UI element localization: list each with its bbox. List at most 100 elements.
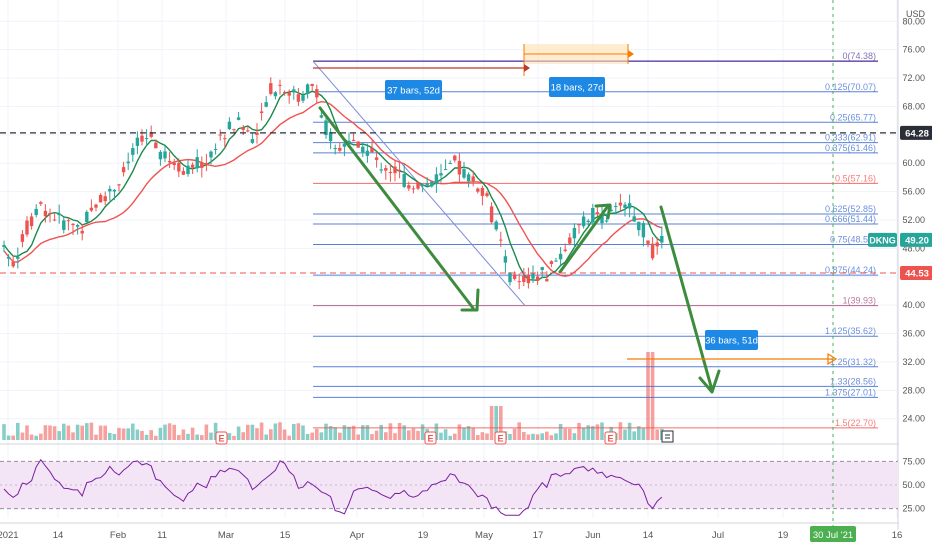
candle [600, 205, 604, 230]
volume-bar [190, 427, 195, 440]
candle-body [158, 151, 163, 160]
candle-body [558, 253, 563, 260]
symbol-badge[interactable]: DKNG [868, 232, 897, 247]
candle [282, 90, 287, 96]
candles [2, 77, 664, 290]
down-arrow-2-head[interactable] [698, 369, 721, 394]
down-arrow-1[interactable] [318, 106, 475, 310]
candle [388, 163, 393, 182]
candle [43, 204, 48, 223]
candle-body [11, 261, 15, 267]
candle [255, 123, 259, 144]
up-arrow[interactable] [558, 204, 610, 274]
fib-label: 0.666(51.44) [825, 214, 876, 224]
earnings-marker[interactable]: E [424, 431, 437, 445]
candle-body [163, 151, 167, 159]
time-tick-label: 2021 [0, 530, 19, 541]
candle [328, 128, 333, 150]
volume-bar [347, 426, 351, 440]
volume-bar [370, 434, 374, 440]
candle [259, 103, 264, 121]
candle-body [250, 139, 255, 143]
candle-body [595, 212, 600, 215]
rsi-tick-label: 50.00 [902, 480, 925, 490]
price-axis-bg [899, 0, 932, 530]
candle-body [430, 181, 434, 187]
rsi-pane [0, 458, 898, 516]
earnings-marker[interactable]: E [494, 431, 507, 445]
candle-body [462, 169, 466, 178]
volume-bar [232, 435, 236, 440]
volume-bar [476, 435, 480, 440]
volume-bar [379, 424, 383, 440]
measure-label[interactable]: 37 bars, 52d [385, 80, 442, 100]
candle [407, 181, 411, 191]
candle-body [48, 212, 52, 215]
candle-body [637, 221, 641, 231]
price-tag-last[interactable]: 49.20 [900, 232, 932, 247]
up-arrow-head[interactable] [594, 203, 612, 220]
fib-label: 0(74.38) [842, 51, 876, 61]
candle-body [531, 273, 535, 279]
candle [365, 143, 370, 163]
candle-body [356, 141, 360, 148]
candle-body [411, 188, 416, 190]
candle [499, 231, 503, 248]
candle-body [347, 140, 351, 144]
candle [641, 220, 646, 247]
candle-body [117, 184, 121, 186]
volume-bar [236, 426, 241, 440]
candle-body [499, 239, 503, 241]
price-tick-label: 52.00 [902, 215, 925, 225]
volume-bar [144, 434, 149, 440]
volume-bar [554, 433, 558, 440]
flag-marker[interactable] [661, 430, 674, 443]
volume-bar [29, 434, 34, 440]
measure-label[interactable]: 18 bars, 27d [549, 77, 605, 97]
candle [420, 183, 425, 193]
candle [379, 162, 383, 174]
candle-body [98, 194, 103, 203]
candle [466, 172, 471, 188]
down-arrow-2[interactable] [659, 205, 714, 392]
moving-averages [3, 90, 663, 282]
volume-bar [135, 429, 140, 440]
candle [167, 152, 172, 169]
price-tag-low[interactable]: 44.53 [900, 266, 932, 281]
ma-fast-line [3, 90, 663, 282]
candle [411, 185, 416, 194]
candle [48, 208, 52, 223]
volume-bar [57, 431, 61, 440]
volume-bar [457, 424, 462, 440]
volume-bar [186, 433, 190, 440]
time-axis[interactable]: 2021 14 Feb 11 Mar 15 Apr 19 May 17 Jun 14 Jul 19 30 J… [0, 526, 902, 542]
candle [535, 271, 540, 286]
candle [595, 207, 600, 217]
candle [324, 117, 328, 139]
candle-body [471, 176, 475, 182]
drawings[interactable]: 37 bars, 52d 18 bars, 27d 36 bars, 51d E E E E [0, 0, 898, 530]
candle [480, 185, 485, 206]
earnings-marker[interactable]: E [215, 431, 228, 445]
candle-body [167, 160, 172, 163]
volume-bar [131, 423, 135, 440]
fib-label: 1.25(31.32) [830, 357, 876, 367]
candle-body [108, 188, 112, 192]
candle [305, 83, 310, 99]
candle [62, 217, 66, 234]
price-axis[interactable]: USD 24.00 28.00 32.00 36.00 40.00 48.00 52.00 56… [868, 0, 932, 530]
volume-bar [269, 429, 273, 440]
measure-label[interactable]: 36 bars, 51d [705, 330, 758, 350]
candle [526, 267, 531, 289]
price-tag-high[interactable]: 64.28 [900, 125, 932, 140]
down-arrow-1-head[interactable] [460, 288, 480, 312]
candle [370, 140, 374, 153]
candle [489, 202, 494, 224]
arrow-head [524, 64, 530, 72]
earnings-marker[interactable]: E [604, 431, 617, 445]
fib-retracement[interactable]: 0(74.38) 0.125(70.07) 0.25(65.77) 0.333(62.… [312, 51, 878, 429]
candle-body [52, 219, 57, 221]
candle-body [554, 260, 558, 262]
candle-body [204, 163, 209, 165]
